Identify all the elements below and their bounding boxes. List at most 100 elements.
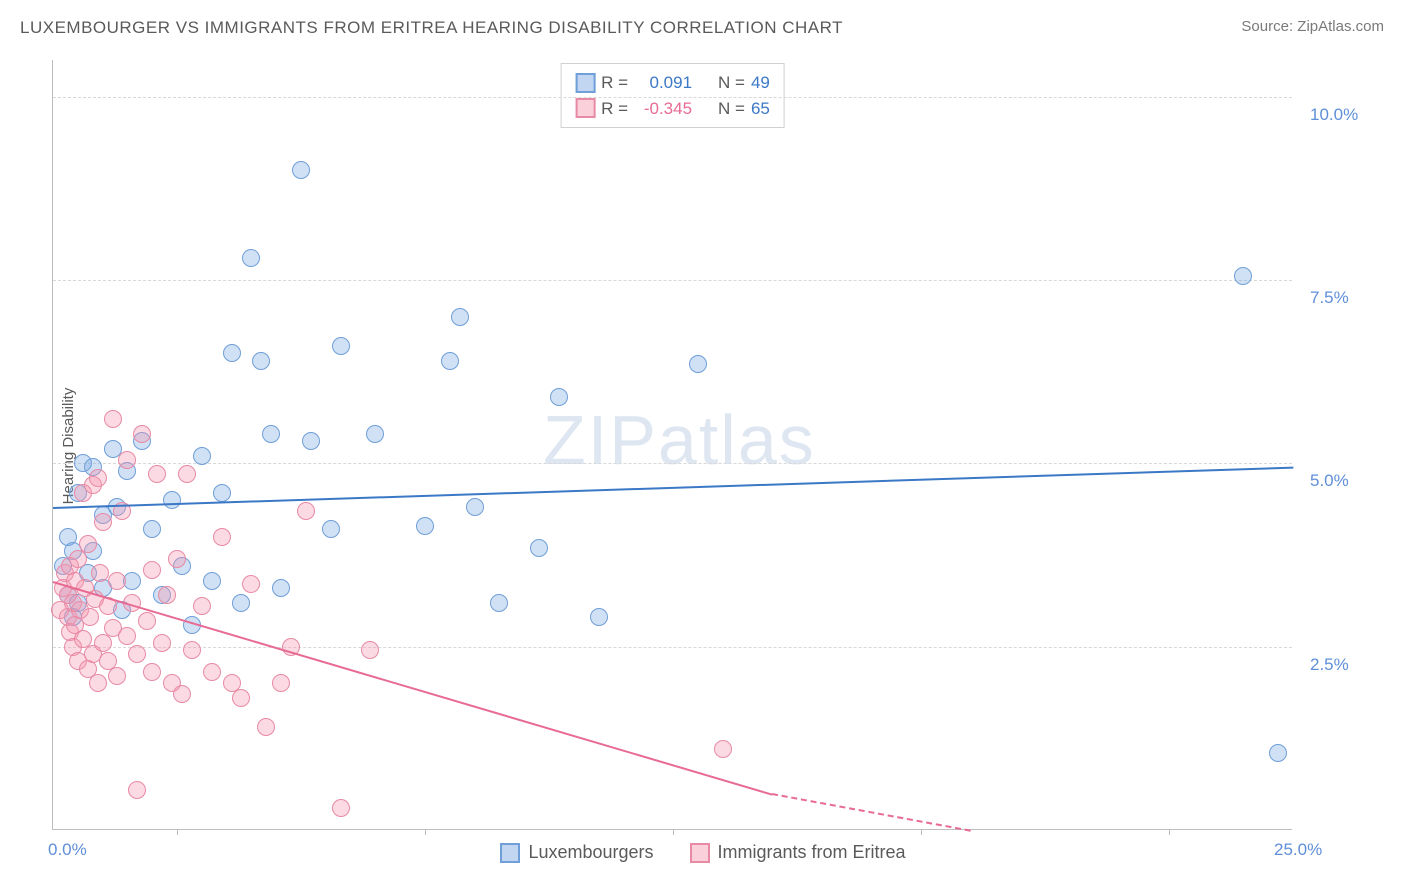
gridline [53, 97, 1292, 98]
data-point [232, 594, 250, 612]
trendline [53, 467, 1293, 509]
x-tick-mark [673, 829, 674, 835]
data-point [89, 674, 107, 692]
legend-row: R =-0.345 N =65 [575, 96, 770, 122]
data-point [138, 612, 156, 630]
legend-swatch [575, 98, 595, 118]
data-point [143, 520, 161, 538]
source-credit: Source: ZipAtlas.com [1241, 18, 1384, 35]
data-point [1269, 744, 1287, 762]
watermark: ZIPatlas [543, 400, 816, 480]
legend-label: Immigrants from Eritrea [718, 842, 906, 863]
data-point [292, 161, 310, 179]
data-point [148, 465, 166, 483]
data-point [183, 641, 201, 659]
legend-r-value: 0.091 [634, 70, 692, 96]
data-point [242, 575, 260, 593]
data-point [262, 425, 280, 443]
data-point [108, 667, 126, 685]
source-link[interactable]: ZipAtlas.com [1297, 18, 1384, 35]
data-point [168, 550, 186, 568]
data-point [297, 502, 315, 520]
legend-swatch [575, 73, 595, 93]
data-point [94, 513, 112, 531]
legend-n-label: N = [718, 70, 745, 96]
data-point [153, 634, 171, 652]
y-tick-label: 10.0% [1310, 105, 1358, 125]
y-tick-label: 7.5% [1310, 288, 1349, 308]
data-point [466, 498, 484, 516]
legend-item: Luxembourgers [500, 842, 653, 863]
data-point [128, 645, 146, 663]
legend-series: Luxembourgers Immigrants from Eritrea [0, 842, 1406, 868]
gridline [53, 463, 1292, 464]
data-point [302, 432, 320, 450]
data-point [193, 447, 211, 465]
data-point [416, 517, 434, 535]
data-point [108, 572, 126, 590]
data-point [451, 308, 469, 326]
data-point [252, 352, 270, 370]
data-point [689, 355, 707, 373]
data-point [361, 641, 379, 659]
x-tick-label: 0.0% [48, 840, 87, 860]
data-point [158, 586, 176, 604]
data-point [79, 535, 97, 553]
data-point [118, 451, 136, 469]
gridline [53, 647, 1292, 648]
data-point [441, 352, 459, 370]
data-point [332, 799, 350, 817]
legend-row: R =0.091 N =49 [575, 70, 770, 96]
x-tick-mark [177, 829, 178, 835]
data-point [173, 685, 191, 703]
data-point [223, 344, 241, 362]
data-point [590, 608, 608, 626]
legend-n-value: 65 [751, 96, 770, 122]
legend-label: Luxembourgers [528, 842, 653, 863]
legend-correlation-box: R =0.091 N =49 R =-0.345 N =65 [560, 63, 785, 128]
y-tick-label: 5.0% [1310, 471, 1349, 491]
legend-swatch [500, 843, 520, 863]
data-point [232, 689, 250, 707]
trendline [53, 581, 773, 796]
data-point [213, 528, 231, 546]
data-point [257, 718, 275, 736]
data-point [91, 564, 109, 582]
x-tick-label: 25.0% [1274, 840, 1322, 860]
data-point [143, 561, 161, 579]
data-point [332, 337, 350, 355]
data-point [242, 249, 260, 267]
data-point [89, 469, 107, 487]
data-point [272, 674, 290, 692]
data-point [163, 491, 181, 509]
x-tick-mark [425, 829, 426, 835]
legend-r-label: R = [601, 70, 628, 96]
gridline [53, 280, 1292, 281]
data-point [490, 594, 508, 612]
data-point [213, 484, 231, 502]
data-point [714, 740, 732, 758]
x-tick-mark [1169, 829, 1170, 835]
legend-item: Immigrants from Eritrea [690, 842, 906, 863]
source-prefix: Source: [1241, 18, 1297, 35]
legend-r-label: R = [601, 96, 628, 122]
data-point [128, 781, 146, 799]
legend-n-value: 49 [751, 70, 770, 96]
legend-r-value: -0.345 [634, 96, 692, 122]
data-point [203, 572, 221, 590]
data-point [81, 608, 99, 626]
data-point [272, 579, 290, 597]
data-point [203, 663, 221, 681]
chart-title: LUXEMBOURGER VS IMMIGRANTS FROM ERITREA … [20, 18, 843, 38]
data-point [530, 539, 548, 557]
y-tick-label: 2.5% [1310, 655, 1349, 675]
data-point [133, 425, 151, 443]
x-tick-mark [921, 829, 922, 835]
data-point [193, 597, 211, 615]
legend-swatch [690, 843, 710, 863]
legend-n-label: N = [718, 96, 745, 122]
data-point [366, 425, 384, 443]
data-point [178, 465, 196, 483]
data-point [118, 627, 136, 645]
data-point [143, 663, 161, 681]
